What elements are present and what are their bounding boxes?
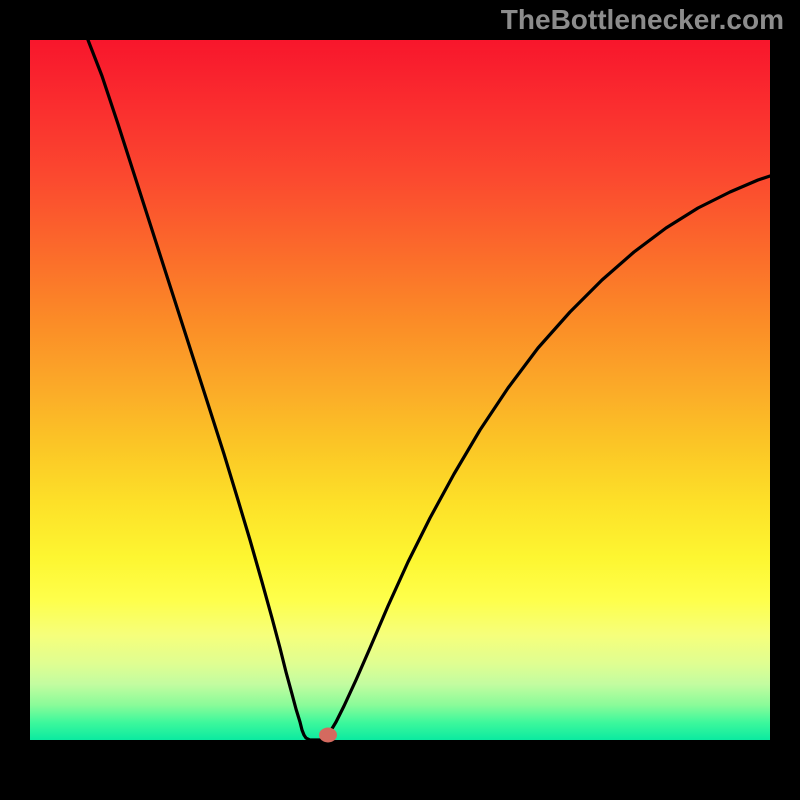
chart-stage: TheBottlenecker.com (0, 0, 800, 800)
watermark-text: TheBottlenecker.com (501, 4, 784, 36)
gradient-background (30, 40, 770, 740)
plot-svg (0, 0, 800, 800)
optimum-marker (319, 728, 337, 743)
